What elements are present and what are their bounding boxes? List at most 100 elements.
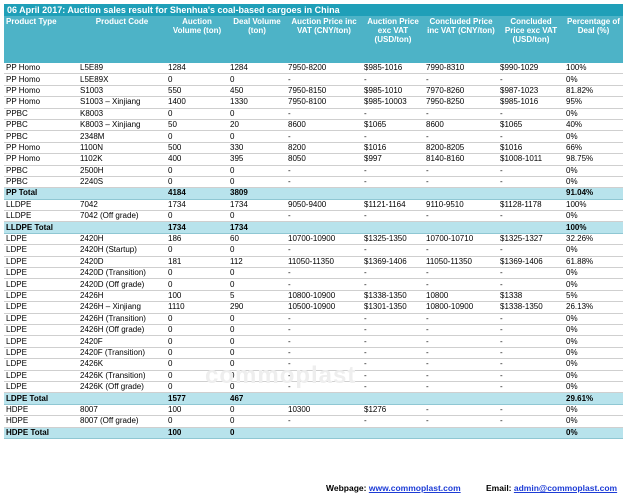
cell-deal-volume: 0 (228, 176, 286, 189)
cell-auction-price-cny: 8600 (286, 119, 362, 132)
cell-concluded-price-cny: - (424, 335, 498, 348)
cell-product-code: 2426K (Transition) (78, 370, 166, 382)
cell-product-type: HDPE (4, 415, 78, 428)
cell-auction-price-cny: 7950-8150 (286, 85, 362, 98)
cell-deal-volume: 1284 (228, 63, 286, 75)
cell-auction-price-usd: - (362, 176, 424, 189)
cell-product-code: L5E89X (78, 73, 166, 86)
cell-product-type: PP Total (4, 187, 78, 200)
cell-auction-price-usd: - (362, 267, 424, 280)
cell-concluded-price-usd: - (498, 210, 564, 223)
header-deal-volume: Deal Volume (ton) (228, 16, 286, 63)
cell-deal-percentage: 91.04% (564, 187, 623, 200)
cell-concluded-price-usd: - (498, 404, 564, 417)
cell-concluded-price-usd: - (498, 415, 564, 428)
report-title: 06 April 2017: Auction sales result for … (4, 4, 623, 16)
cell-auction-price-usd: $1065 (362, 119, 424, 132)
cell-auction-price-cny: - (286, 267, 362, 280)
table-row: LDPE 2426K 0 0- - - -0% (4, 358, 623, 371)
cell-concluded-price-cny: - (424, 244, 498, 257)
cell-product-type: PP Homo (4, 153, 78, 166)
cell-auction-volume: 0 (166, 176, 228, 189)
cell-auction-price-usd: $997 (362, 153, 424, 166)
cell-concluded-price-usd: - (498, 335, 564, 348)
cell-auction-price-cny: - (286, 278, 362, 291)
cell-auction-price-cny: - (286, 130, 362, 143)
cell-auction-volume: 0 (166, 347, 228, 360)
cell-concluded-price-cny: - (424, 381, 498, 394)
cell-concluded-price-cny: 9110-9510 (424, 199, 498, 212)
cell-product-code: 2420D (Transition) (78, 267, 166, 280)
cell-concluded-price-usd: $1338-1350 (498, 301, 564, 314)
cell-auction-price-usd (362, 187, 424, 200)
cell-auction-price-usd: - (362, 108, 424, 120)
table-row: PPBC K8003 0 0- - - -0% (4, 108, 623, 120)
cell-auction-price-usd: - (362, 415, 424, 428)
cell-product-type: LDPE (4, 233, 78, 246)
cell-auction-price-usd: - (362, 347, 424, 360)
cell-concluded-price-usd: - (498, 370, 564, 382)
cell-auction-price-usd: - (362, 335, 424, 348)
cell-product-code (78, 221, 166, 234)
table-row: LDPE 2426H (Transition) 0 0- - - -0% (4, 313, 623, 326)
email-label: Email: (486, 483, 512, 493)
cell-deal-percentage: 61.88% (564, 256, 623, 269)
table-row: HDPE 8007 100 0 10300 $1276- -0% (4, 404, 623, 417)
cell-concluded-price-cny: - (424, 267, 498, 280)
cell-auction-volume: 0 (166, 370, 228, 382)
cell-auction-price-usd: - (362, 244, 424, 257)
cell-auction-volume: 50 (166, 119, 228, 132)
cell-product-type: PPBC (4, 130, 78, 143)
table-row: PPBC 2240S 0 0- - - -0% (4, 176, 623, 189)
table-row: PP Homo 1100N 500 330 8200 $1016 8200-8205 $101… (4, 142, 623, 155)
table-row: LDPE 2420F (Transition) 0 0- - - -0% (4, 347, 623, 360)
cell-deal-volume: 0 (228, 108, 286, 120)
cell-auction-price-usd: - (362, 370, 424, 382)
cell-product-type: HDPE Total (4, 427, 78, 439)
cell-auction-price-cny: - (286, 108, 362, 120)
table-row: LDPE 2426K (Transition) 0 0- - - -0% (4, 370, 623, 382)
cell-auction-price-usd: - (362, 73, 424, 86)
cell-deal-volume: 0 (228, 278, 286, 291)
cell-deal-percentage: 0% (564, 210, 623, 223)
cell-product-type: LDPE (4, 244, 78, 257)
cell-deal-percentage: 0% (564, 358, 623, 371)
cell-concluded-price-cny: 10700-10710 (424, 233, 498, 246)
cell-product-code: 2426K (Off grade) (78, 381, 166, 394)
cell-concluded-price-cny: 10800-10900 (424, 301, 498, 314)
cell-concluded-price-cny: 7970-8260 (424, 85, 498, 98)
header-concluded-price-cny: Concluded Price inc VAT (CNY/ton) (424, 16, 498, 63)
cell-product-code: 2426H (78, 290, 166, 303)
table-row: HDPE 8007 (Off grade) 0 0- - - -0% (4, 415, 623, 428)
cell-product-code: 2420H (Startup) (78, 244, 166, 257)
cell-auction-price-cny (286, 427, 362, 439)
cell-deal-volume: 467 (228, 392, 286, 405)
cell-deal-volume: 0 (228, 244, 286, 257)
table-header-row: Product Type Product Code Auction Volume… (4, 16, 623, 63)
cell-product-type: PPBC (4, 176, 78, 189)
cell-product-code: K8003 – Xinjiang (78, 119, 166, 132)
webpage-link[interactable]: www.commoplast.com (368, 483, 461, 493)
email-link[interactable]: admin@commoplast.com (513, 483, 618, 493)
cell-auction-price-cny: - (286, 415, 362, 428)
cell-auction-price-cny: 10500-10900 (286, 301, 362, 314)
cell-product-code: 8007 (Off grade) (78, 415, 166, 428)
footer-email: Email: admin@commoplast.com (486, 483, 617, 493)
cell-auction-price-cny: 10300 (286, 404, 362, 417)
cell-product-type: LDPE (4, 256, 78, 269)
cell-deal-volume: 0 (228, 73, 286, 86)
cell-auction-price-cny: 7950-8200 (286, 63, 362, 75)
cell-concluded-price-cny: - (424, 370, 498, 382)
cell-product-type: LDPE Total (4, 392, 78, 405)
cell-deal-percentage: 26.13% (564, 301, 623, 314)
cell-deal-percentage: 0% (564, 427, 623, 439)
cell-concluded-price-usd: $987-1023 (498, 85, 564, 98)
cell-concluded-price-usd: - (498, 267, 564, 280)
cell-auction-volume: 1734 (166, 221, 228, 234)
cell-product-type: LLDPE Total (4, 221, 78, 234)
cell-auction-price-cny: - (286, 176, 362, 189)
cell-product-code: 2426K (78, 358, 166, 371)
cell-product-type: PP Homo (4, 85, 78, 98)
cell-auction-volume: 0 (166, 165, 228, 177)
cell-auction-volume: 100 (166, 290, 228, 303)
